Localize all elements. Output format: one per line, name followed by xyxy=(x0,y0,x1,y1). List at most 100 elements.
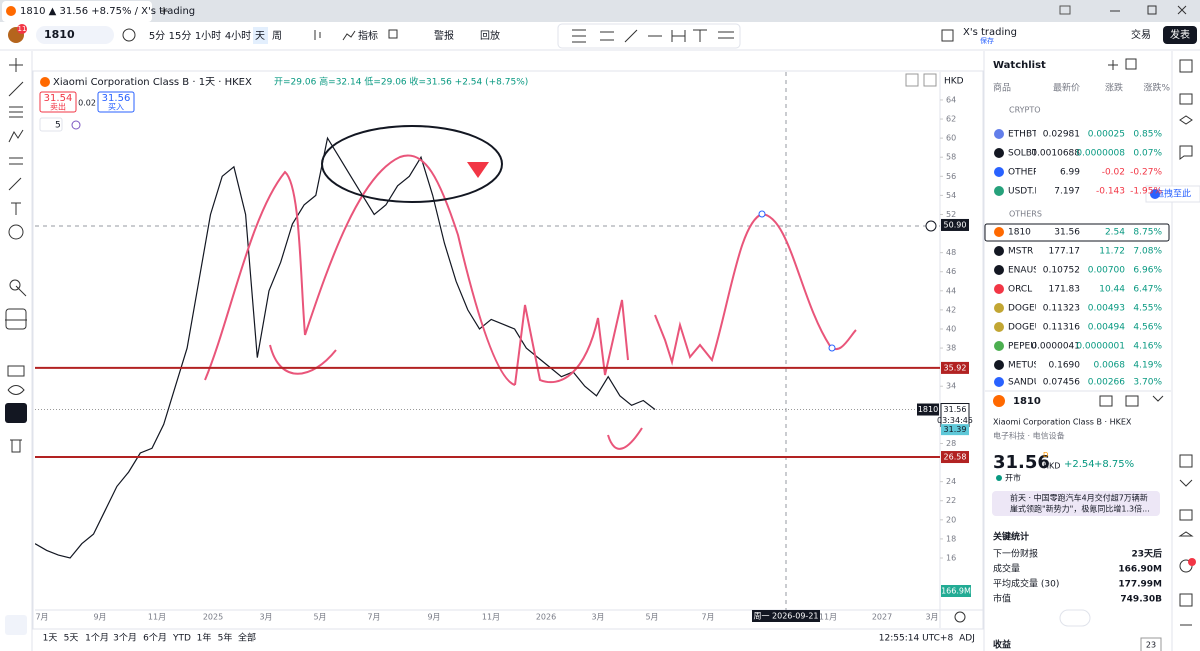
row-icon xyxy=(994,377,1004,387)
drawing-tools[interactable] xyxy=(572,29,734,43)
sell-price[interactable]: 31.54 xyxy=(44,93,73,104)
y-tick-label: 52 xyxy=(946,210,956,219)
row-symbol[interactable]: DOGEUSDT xyxy=(1008,323,1060,333)
interval[interactable]: 天 xyxy=(255,31,265,42)
market-status: 开市 xyxy=(1005,473,1021,483)
toolbar-icons[interactable] xyxy=(314,29,398,41)
detail-actions[interactable] xyxy=(1099,395,1164,407)
drawing-handle[interactable] xyxy=(828,344,836,352)
pane-button[interactable] xyxy=(923,73,937,87)
cell-clip: ORCL xyxy=(1008,285,1032,295)
indicators[interactable]: 指标 xyxy=(358,29,378,42)
interval[interactable]: 5分 xyxy=(149,30,165,42)
buy-button[interactable] xyxy=(97,91,135,113)
row-symbol[interactable]: ORCL xyxy=(1008,285,1032,295)
interval[interactable]: 1小时 xyxy=(195,30,221,42)
symbol[interactable]: 1810 xyxy=(44,28,75,41)
add-alert[interactable] xyxy=(925,220,937,232)
chart-title: Xiaomi Corporation Class B · 1天 · HKEX xyxy=(53,77,252,88)
zoom-tool[interactable] xyxy=(9,279,21,291)
replay[interactable]: 回放 xyxy=(480,29,500,42)
row-symbol[interactable]: 1810 xyxy=(1008,228,1031,238)
left-tools[interactable] xyxy=(5,58,27,453)
news-line[interactable]: 前天 · 中国零跑汽车4月交付超7万辆新 xyxy=(1010,493,1148,503)
tab[interactable] xyxy=(2,1,152,22)
adj[interactable]: ADJ xyxy=(959,634,975,644)
detail-icon xyxy=(993,395,1005,407)
indicator-icon[interactable] xyxy=(71,120,81,130)
cell-clip: PEPEUSD xyxy=(1008,342,1050,352)
window-icon[interactable] xyxy=(1059,5,1071,15)
row-symbol[interactable]: SANDUSD xyxy=(1008,378,1053,388)
row-symbol[interactable]: OTHERS xyxy=(1008,168,1045,178)
row-symbol[interactable]: PEPEUSD xyxy=(1008,342,1050,352)
range[interactable]: 1年 xyxy=(197,632,212,644)
trade[interactable]: 交易 xyxy=(1131,28,1151,41)
cell-clip: DOGEUSD xyxy=(1008,304,1054,314)
news-box[interactable] xyxy=(992,491,1160,516)
magnet-tool[interactable] xyxy=(5,308,27,330)
indicator-toggle[interactable] xyxy=(39,117,63,132)
watchlist-title[interactable]: Watchlist xyxy=(993,60,1046,71)
symbol-search[interactable] xyxy=(36,26,114,44)
x-tick-label: 7月 xyxy=(367,613,380,622)
publish[interactable]: 发表 xyxy=(1170,28,1190,41)
row-symbol[interactable]: ETHBTC xyxy=(1008,130,1043,140)
level-label: 35.92 xyxy=(944,363,967,372)
range[interactable]: 3个月 xyxy=(113,633,137,644)
link-tool[interactable] xyxy=(5,403,27,423)
y-tick-label: 38 xyxy=(946,344,956,353)
cell-clip: MSTR xyxy=(1008,247,1033,257)
drawing-handle[interactable] xyxy=(758,210,766,218)
row-symbol[interactable]: DOGEUSD xyxy=(1008,304,1054,314)
range[interactable]: 5年 xyxy=(218,632,233,644)
new-tab[interactable] xyxy=(160,7,168,15)
row-symbol[interactable]: USDT.D xyxy=(1008,187,1042,197)
row-change: 0.0000008 xyxy=(1076,149,1125,159)
compare-button[interactable] xyxy=(122,28,136,42)
buy-price[interactable]: 31.56 xyxy=(102,93,131,104)
window-controls[interactable] xyxy=(1110,5,1187,15)
range[interactable]: 1天 xyxy=(43,634,58,644)
x-tick-label: 7月 xyxy=(701,613,714,622)
row-change: 0.00025 xyxy=(1088,130,1125,140)
sell-button[interactable] xyxy=(39,91,77,113)
interval[interactable]: 15分 xyxy=(169,30,192,42)
alerts[interactable]: 警报 xyxy=(434,29,454,42)
y-tick-label: 60 xyxy=(946,134,956,143)
news-line[interactable]: 崖式领跑"新势力"，极氪同比增1.3倍... xyxy=(1010,504,1150,514)
selected-row[interactable] xyxy=(984,223,1170,242)
stat-label: 下一份财报 xyxy=(993,548,1038,560)
range[interactable]: 1个月 xyxy=(85,633,109,644)
countdown: 03:34:45 xyxy=(937,416,973,425)
range[interactable]: 全部 xyxy=(238,632,256,644)
badge-bg xyxy=(17,24,27,34)
row-change-pct: 6.47% xyxy=(1133,285,1162,295)
range[interactable]: YTD xyxy=(172,634,191,644)
indicator-count: 5 xyxy=(55,121,61,131)
expand-button[interactable] xyxy=(1059,609,1091,627)
interval[interactable]: 4小时 xyxy=(225,30,251,42)
last-price: 31.56 xyxy=(944,405,967,414)
row-symbol[interactable]: ENAUSD xyxy=(1008,266,1046,276)
row-change-pct: 6.96% xyxy=(1133,266,1162,276)
row-symbol[interactable]: METUSD xyxy=(1008,361,1046,371)
interval[interactable]: 周 xyxy=(272,30,282,42)
row-symbol[interactable]: SOLBTC xyxy=(1008,149,1043,159)
notification-badge xyxy=(1188,558,1196,566)
stat-label: 成交量 xyxy=(993,563,1020,575)
range[interactable]: 6个月 xyxy=(143,633,167,644)
favorites[interactable] xyxy=(5,615,27,635)
pane-button[interactable] xyxy=(905,73,919,87)
trade-button[interactable] xyxy=(1122,26,1160,44)
settings[interactable] xyxy=(954,611,966,623)
emoji-tool[interactable] xyxy=(8,224,24,240)
publish-button[interactable] xyxy=(1163,26,1197,44)
sidebar-icons[interactable] xyxy=(1108,58,1194,626)
row-last: 7.197 xyxy=(1054,187,1080,197)
row-symbol[interactable]: MSTR xyxy=(1008,247,1033,257)
range[interactable]: 5天 xyxy=(64,634,79,644)
left-toolbar xyxy=(0,51,32,651)
tab-icon xyxy=(6,6,16,16)
layout-checkbox[interactable] xyxy=(941,29,954,42)
